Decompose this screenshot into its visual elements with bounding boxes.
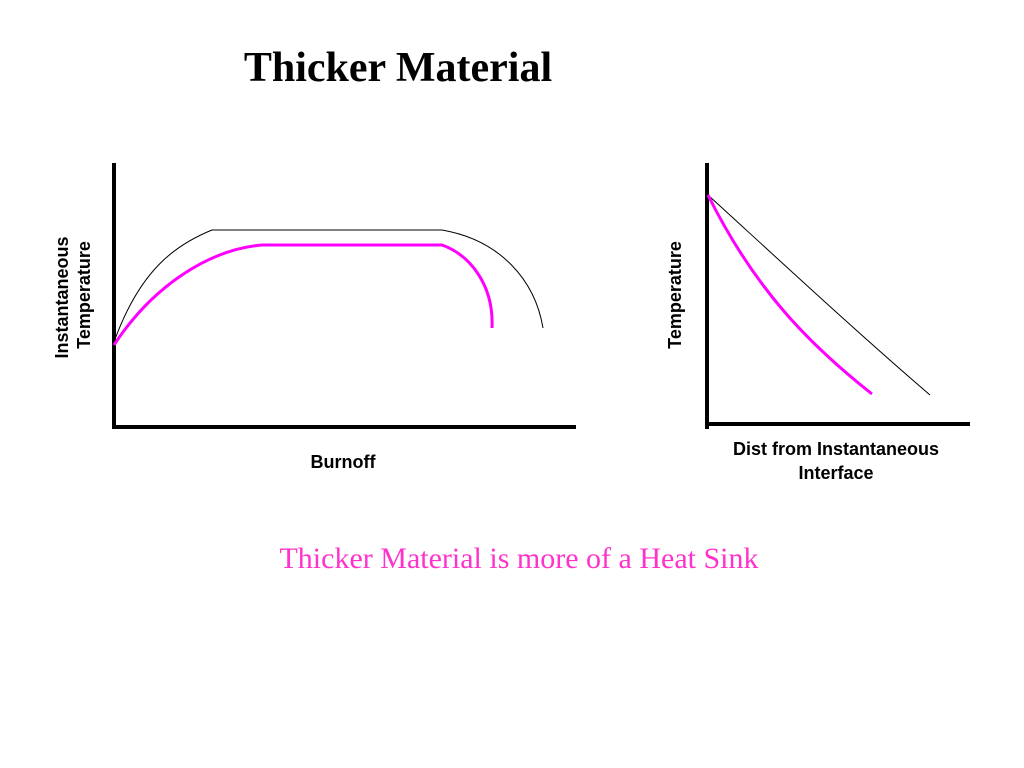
left-plot-ylabel-line2: Temperature (74, 241, 94, 349)
slide-title: Thicker Material (243, 45, 553, 91)
right-plot-xlabel: Dist from Instantaneous Interface (704, 437, 968, 485)
left-plot-ylabel: Instantaneous Temperature (52, 231, 94, 358)
right-plot-xlabel-line2: Interface (798, 463, 874, 483)
right-plot-xlabel-line1: Dist from Instantaneous (732, 439, 940, 459)
right-plot-thick-material-curve (706, 194, 873, 396)
right-plot-thin-material-curve (707, 194, 931, 396)
right-plot: Temperature (665, 163, 970, 429)
left-plot: Instantaneous Temperature (52, 163, 576, 429)
caption: Thicker Material is more of a Heat Sink (279, 542, 759, 575)
left-plot-thin-material-curve (113, 229, 544, 343)
left-plot-xlabel: Burnoff (310, 452, 376, 472)
right-plot-ylabel: Temperature (665, 241, 685, 349)
left-plot-thick-material-curve (112, 243, 494, 346)
left-plot-ylabel-line1: Instantaneous (52, 236, 72, 358)
